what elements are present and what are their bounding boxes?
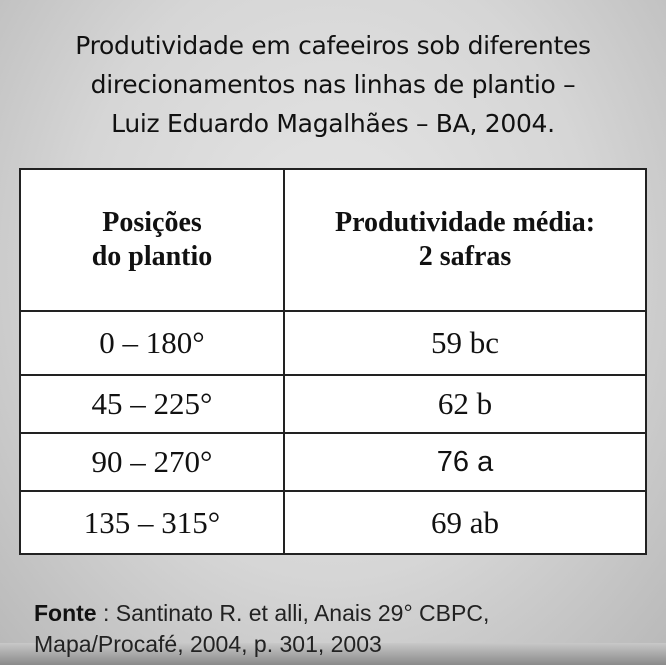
- slide-title: Produtividade em cafeeiros sob diferente…: [0, 26, 666, 143]
- cell-productivity: 69 ab: [283, 490, 647, 555]
- table-row: 0 – 180° 59 bc: [19, 310, 647, 376]
- cell-productivity: 59 bc: [283, 310, 647, 376]
- source-line-2: Mapa/Procafé, 2004, p. 301, 2003: [34, 631, 382, 657]
- cell-productivity: 62 b: [283, 374, 647, 434]
- title-line-3: Luiz Eduardo Magalhães – BA, 2004.: [111, 109, 555, 138]
- title-line-1: Produtividade em cafeeiros sob diferente…: [75, 31, 591, 60]
- productivity-table: Posições do plantio Produtividade média:…: [19, 168, 647, 555]
- source-label: Fonte: [34, 600, 97, 626]
- header-text: Produtividade média:: [334, 207, 596, 238]
- cell-position: 90 – 270°: [19, 432, 285, 492]
- header-positions: Posições do plantio: [19, 168, 285, 312]
- source-citation: Fonte : Santinato R. et alli, Anais 29° …: [34, 598, 489, 660]
- table-row: 135 – 315° 69 ab: [19, 490, 647, 555]
- cell-position: 45 – 225°: [19, 374, 285, 434]
- cell-position: 0 – 180°: [19, 310, 285, 376]
- header-text: 2 safras: [418, 241, 512, 272]
- cell-position: 135 – 315°: [19, 490, 285, 555]
- source-line-1: : Santinato R. et alli, Anais 29° CBPC,: [96, 600, 490, 626]
- header-productivity: Produtividade média: 2 safras: [283, 168, 647, 312]
- table-row: 45 – 225° 62 b: [19, 374, 647, 434]
- header-text: Posições: [102, 207, 202, 238]
- table-header-row: Posições do plantio Produtividade média:…: [19, 168, 647, 312]
- header-text: do plantio: [91, 241, 213, 272]
- table-row: 90 – 270° 76 a: [19, 432, 647, 492]
- cell-productivity: 76 a: [283, 432, 647, 492]
- title-line-2: direcionamentos nas linhas de plantio –: [90, 70, 576, 99]
- bottom-shadow: [0, 643, 666, 665]
